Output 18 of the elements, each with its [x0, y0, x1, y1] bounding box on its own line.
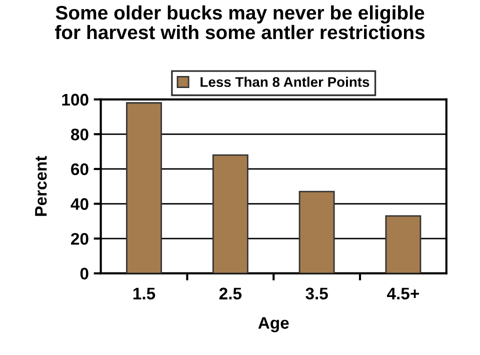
bar	[126, 102, 162, 274]
chart-title: Some older bucks may never be eligible for harvest with some antler restrictions	[55, 5, 425, 40]
x-tick-label: 4.5+	[387, 288, 419, 300]
x-tick-label: 2.5	[219, 288, 242, 300]
x-tick-label: 1.5	[133, 288, 156, 300]
x-axis-title: Age	[258, 317, 289, 332]
y-tick-label: 40	[70, 198, 88, 210]
y-axis-title: Percent	[35, 156, 47, 216]
y-tick-label: 60	[71, 163, 88, 176]
y-tick-label: 20	[71, 232, 88, 245]
y-tick-label: 100	[62, 94, 88, 106]
y-tick-label: 0	[80, 268, 88, 280]
legend-label: Less Than 8 Antler Points	[200, 76, 370, 87]
bar	[212, 154, 248, 274]
y-tick-label: 80	[70, 128, 88, 140]
bar	[298, 190, 335, 274]
bar	[385, 215, 422, 274]
x-tick-label: 3.5	[306, 288, 328, 300]
